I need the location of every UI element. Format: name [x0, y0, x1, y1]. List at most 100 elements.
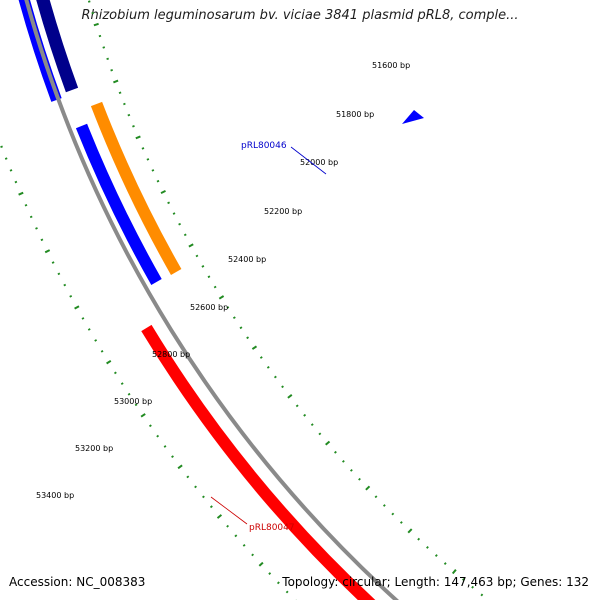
gene-label-pRL80047[interactable]: pRL80047 — [249, 523, 295, 533]
minor-tick — [471, 585, 474, 589]
minor-tick — [63, 283, 67, 287]
gene-bar-pRL80047[interactable] — [141, 324, 379, 600]
minor-tick — [232, 316, 236, 320]
minor-tick — [102, 46, 106, 49]
minor-tick — [110, 68, 114, 72]
bp-label: 52400 bp — [228, 255, 266, 264]
minor-tick — [426, 545, 429, 549]
bp-label: 52800 bp — [152, 350, 190, 359]
minor-tick — [349, 468, 353, 472]
minor-tick — [226, 524, 229, 528]
minor-tick — [310, 423, 314, 427]
major-tick — [44, 249, 51, 254]
minor-tick — [167, 201, 171, 205]
gene-arrowhead-pRL80046 — [402, 110, 424, 124]
major-tick — [106, 359, 112, 365]
minor-tick — [148, 424, 152, 428]
minor-tick — [226, 306, 230, 309]
major-tick — [188, 243, 194, 248]
minor-tick — [186, 475, 190, 479]
minor-tick — [303, 413, 307, 417]
major-tick — [407, 528, 413, 534]
minor-tick — [391, 512, 395, 516]
minor-tick — [334, 450, 337, 454]
major-tick — [177, 464, 183, 470]
minor-tick — [9, 169, 13, 172]
minor-tick — [156, 434, 160, 438]
minor-tick — [268, 572, 272, 575]
bp-label: 53200 bp — [75, 444, 113, 453]
gene-bar-pRL80046[interactable] — [75, 123, 162, 285]
bp-label: 53400 bp — [36, 491, 74, 500]
minor-tick — [163, 445, 167, 448]
feature-track — [18, 0, 424, 600]
inner-tick-dots — [0, 145, 297, 600]
bp-label: 52600 bp — [190, 303, 228, 312]
minor-tick — [285, 590, 289, 594]
minor-tick — [40, 238, 44, 242]
minor-tick — [106, 57, 109, 61]
map-title: Rhizobium leguminosarum bv. viciae 3841 … — [81, 8, 519, 23]
minor-tick — [201, 265, 205, 268]
bp-label: 52200 bp — [264, 207, 302, 216]
minor-tick — [207, 275, 211, 279]
minor-tick — [266, 365, 270, 369]
minor-tick — [213, 285, 217, 289]
minor-tick — [98, 34, 102, 38]
gene-label-leader-pRL80047 — [210, 496, 248, 525]
major-tick — [325, 440, 331, 446]
orf-bar[interactable] — [90, 101, 182, 275]
minor-tick — [462, 578, 465, 581]
minor-tick — [382, 504, 386, 507]
bp-ruler-labels: 51600 bp 51800 bp 52000 bp 52200 bp 52400 bp… — [36, 61, 410, 500]
major-tick — [135, 135, 141, 140]
minor-tick — [81, 317, 85, 320]
major-tick — [140, 413, 146, 418]
minor-tick — [87, 0, 91, 3]
bp-label: 52000 bp — [300, 158, 338, 167]
minor-tick — [141, 147, 145, 150]
gene-label-pRL80046[interactable]: pRL80046 — [241, 141, 287, 151]
minor-tick — [195, 254, 199, 258]
minor-tick — [100, 350, 104, 353]
major-tick — [365, 485, 371, 491]
minor-tick — [156, 179, 160, 183]
minor-tick — [295, 404, 299, 408]
gene-label-leader-pRL80046 — [290, 146, 327, 175]
minor-tick — [374, 495, 378, 499]
minor-tick — [24, 203, 28, 207]
minor-tick — [443, 562, 447, 566]
upstream-forward-gene-bar[interactable] — [36, 0, 79, 93]
minor-tick — [417, 537, 421, 541]
major-tick — [160, 190, 166, 194]
minor-tick — [35, 227, 38, 230]
minor-tick — [114, 371, 117, 375]
minor-tick — [57, 272, 61, 276]
major-tick — [251, 345, 258, 350]
topology-summary: Topology: circular; Length: 147,463 bp; … — [282, 575, 589, 589]
minor-tick — [134, 403, 138, 407]
minor-tick — [87, 328, 91, 331]
accession-text: Accession: NC_008383 — [9, 575, 146, 589]
minor-tick — [151, 169, 155, 172]
minor-tick — [239, 326, 243, 330]
plasmid-backbone — [24, 0, 400, 600]
minor-tick — [94, 339, 98, 342]
minor-tick — [127, 392, 131, 396]
major-tick — [216, 514, 223, 519]
minor-tick — [69, 294, 73, 298]
minor-tick — [234, 534, 238, 538]
major-tick — [218, 295, 225, 300]
minor-tick — [118, 91, 122, 95]
minor-tick — [29, 215, 33, 219]
minor-tick — [209, 505, 213, 509]
minor-tick — [318, 432, 322, 436]
bp-label: 51600 bp — [372, 61, 410, 70]
minor-tick — [246, 336, 250, 340]
minor-tick — [358, 477, 361, 481]
minor-tick — [127, 113, 131, 117]
bp-label: 53000 bp — [114, 397, 152, 406]
minor-tick — [4, 157, 8, 160]
